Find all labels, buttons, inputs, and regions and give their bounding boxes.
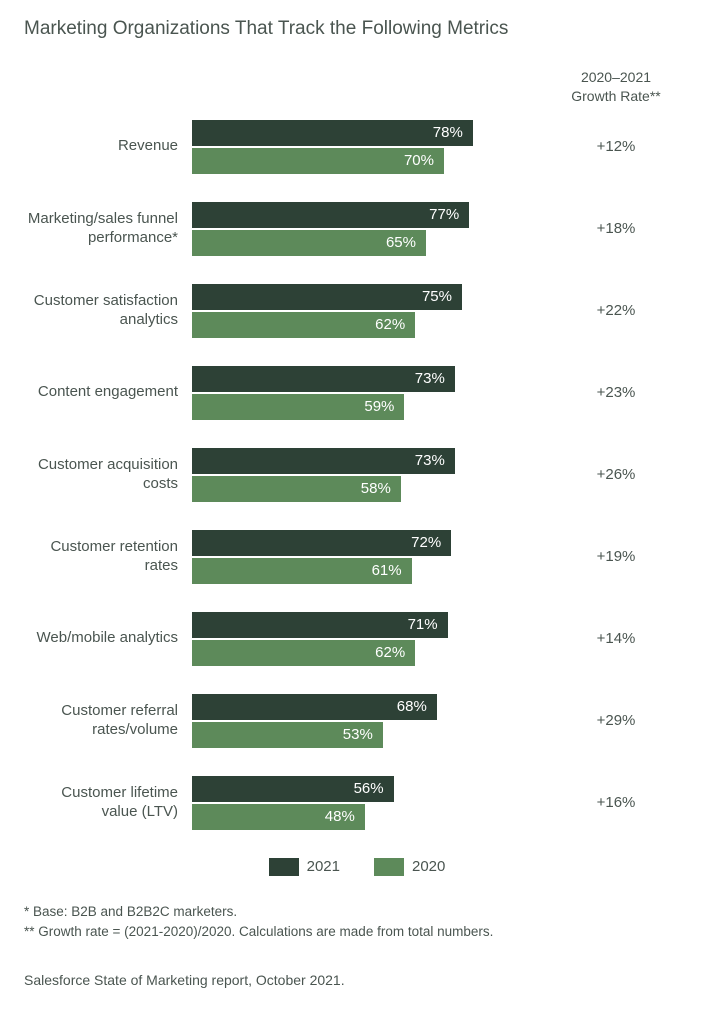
bar-2021: 71%: [192, 612, 448, 638]
growth-value: +23%: [552, 384, 680, 401]
bars: 77%65%: [192, 202, 552, 256]
growth-header: 2020–2021 Growth Rate**: [552, 68, 680, 106]
growth-value: +26%: [552, 466, 680, 483]
category-label: Marketing/sales funnel performance*: [24, 210, 192, 248]
bars: 75%62%: [192, 284, 552, 338]
category-label: Customer referral rates/volume: [24, 702, 192, 740]
category-label: Content engagement: [24, 383, 192, 402]
category-label: Customer retention rates: [24, 538, 192, 576]
bars: 72%61%: [192, 530, 552, 584]
bar-2021: 73%: [192, 366, 455, 392]
growth-value: +14%: [552, 630, 680, 647]
category-label: Customer acquisition costs: [24, 456, 192, 494]
bar-2021: 75%: [192, 284, 462, 310]
growth-value: +16%: [552, 794, 680, 811]
metric-row: Marketing/sales funnel performance*77%65…: [24, 202, 690, 256]
header-row: 2020–2021 Growth Rate**: [24, 68, 690, 106]
chart-title: Marketing Organizations That Track the F…: [24, 18, 690, 40]
metric-row: Content engagement73%59%+23%: [24, 366, 690, 420]
metric-row: Customer retention rates72%61%+19%: [24, 530, 690, 584]
growth-value: +22%: [552, 302, 680, 319]
legend-item-2020: 2020: [374, 858, 445, 876]
legend: 2021 2020: [24, 858, 690, 876]
bar-2020: 61%: [192, 558, 412, 584]
growth-header-line: 2020–2021: [581, 69, 651, 85]
metric-row: Customer referral rates/volume68%53%+29%: [24, 694, 690, 748]
growth-value: +18%: [552, 220, 680, 237]
bar-2021: 77%: [192, 202, 469, 228]
legend-label: 2020: [412, 858, 445, 875]
metric-row: Revenue78%70%+12%: [24, 120, 690, 174]
bars: 71%62%: [192, 612, 552, 666]
chart-container: Marketing Organizations That Track the F…: [0, 0, 714, 988]
metric-row: Web/mobile analytics71%62%+14%: [24, 612, 690, 666]
bars: 56%48%: [192, 776, 552, 830]
bar-2021: 72%: [192, 530, 451, 556]
bar-2021: 78%: [192, 120, 473, 146]
legend-label: 2021: [307, 858, 340, 875]
bar-2020: 48%: [192, 804, 365, 830]
metric-row: Customer satisfaction analytics75%62%+22…: [24, 284, 690, 338]
metric-row: Customer lifetime value (LTV)56%48%+16%: [24, 776, 690, 830]
bars: 78%70%: [192, 120, 552, 174]
legend-swatch: [374, 858, 404, 876]
bars: 68%53%: [192, 694, 552, 748]
rows: Revenue78%70%+12%Marketing/sales funnel …: [24, 120, 690, 830]
growth-value: +19%: [552, 548, 680, 565]
bar-2020: 53%: [192, 722, 383, 748]
category-label: Web/mobile analytics: [24, 629, 192, 648]
bar-2020: 59%: [192, 394, 404, 420]
source-line: Salesforce State of Marketing report, Oc…: [24, 972, 690, 988]
footnote: ** Growth rate = (2021-2020)/2020. Calcu…: [24, 922, 690, 942]
growth-header-line: Growth Rate**: [571, 88, 660, 104]
growth-value: +29%: [552, 712, 680, 729]
growth-value: +12%: [552, 138, 680, 155]
bars: 73%58%: [192, 448, 552, 502]
bar-2021: 68%: [192, 694, 437, 720]
metric-row: Customer acquisition costs73%58%+26%: [24, 448, 690, 502]
bar-2020: 70%: [192, 148, 444, 174]
footnotes: * Base: B2B and B2B2C marketers. ** Grow…: [24, 902, 690, 943]
bar-2020: 62%: [192, 640, 415, 666]
footnote: * Base: B2B and B2B2C marketers.: [24, 902, 690, 922]
bar-2021: 56%: [192, 776, 394, 802]
bar-2020: 65%: [192, 230, 426, 256]
bar-2020: 62%: [192, 312, 415, 338]
legend-item-2021: 2021: [269, 858, 340, 876]
category-label: Revenue: [24, 137, 192, 156]
legend-swatch: [269, 858, 299, 876]
bars: 73%59%: [192, 366, 552, 420]
category-label: Customer satisfaction analytics: [24, 292, 192, 330]
category-label: Customer lifetime value (LTV): [24, 784, 192, 822]
bar-2020: 58%: [192, 476, 401, 502]
bar-2021: 73%: [192, 448, 455, 474]
